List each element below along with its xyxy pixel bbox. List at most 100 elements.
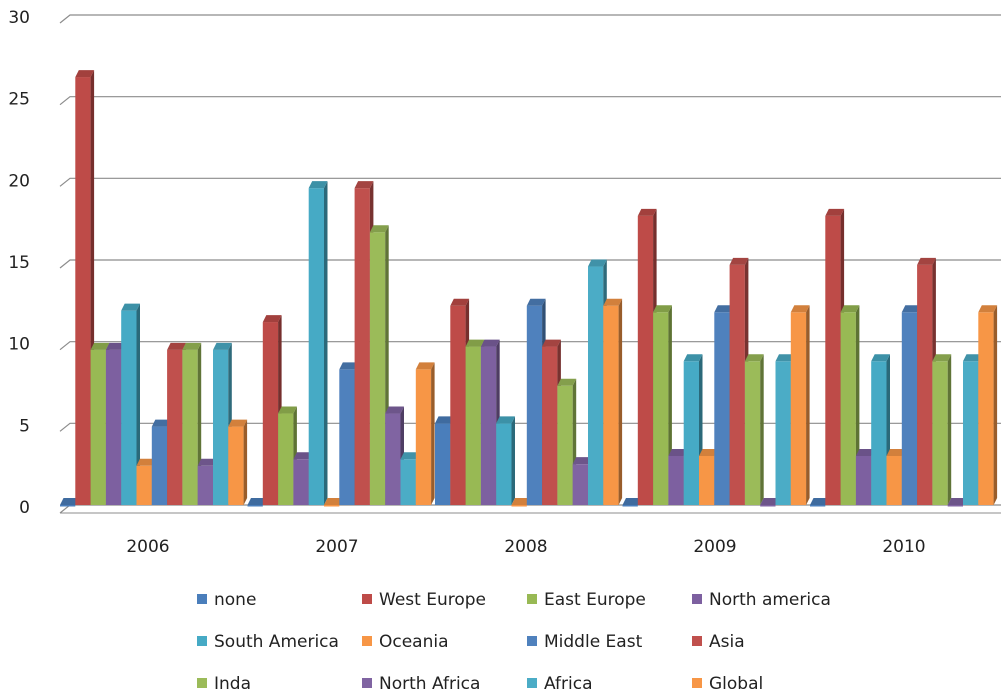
bar-front [247,505,263,507]
bar-front [105,349,122,505]
bar-front [775,361,791,505]
bar-front [151,426,168,505]
bar [825,208,845,505]
bar-front [932,361,948,505]
legend-label: Oceania [379,632,449,652]
bar-top [917,257,936,265]
bar-top [369,225,389,233]
legend-item: South America [197,632,339,652]
legend-swatch [692,594,702,604]
bar-front [917,264,933,505]
bar-front [825,215,841,505]
bar-front [385,413,401,505]
legend-label: East Europe [544,590,646,610]
x-category-label: 2006 [126,537,169,557]
bar-front [683,361,699,505]
gridline [59,96,1001,106]
bar-front [963,361,979,505]
legend-swatch [527,594,537,604]
bar-top [810,498,829,505]
bar-front [182,349,198,505]
bar [932,354,952,505]
x-category-label: 2007 [315,537,358,557]
y-tick-label: 10 [8,335,30,355]
bar-front [557,385,573,505]
bar [978,305,998,505]
bar-top [480,339,500,347]
legend-swatch [197,594,207,604]
bar-side [431,362,435,505]
bar-front [213,349,229,505]
gridline [59,177,1001,187]
bar-top [197,458,217,466]
bar-top [511,498,531,505]
bar-front [714,312,730,505]
bar-front [278,413,294,505]
legend-swatch [197,636,207,646]
bar-top [247,498,267,505]
bar [729,257,749,505]
bar-front [542,346,558,505]
bar-front [603,305,619,505]
y-tick-label: 20 [8,171,30,191]
bar-top [744,354,764,362]
bar [622,498,642,507]
bar-side [324,181,328,505]
bar-top [385,406,404,414]
bar-front [588,266,604,505]
bar [496,416,515,505]
bar-front [465,346,481,505]
bar-front [90,349,106,505]
bar-top [932,354,952,362]
legend-swatch [692,678,702,688]
bar-top [572,457,592,465]
bar-top [435,416,454,424]
bar [947,498,967,507]
legend-swatch [362,594,372,604]
bar-top [683,354,703,362]
x-category-label: 2010 [882,537,925,557]
bar-side [136,303,140,505]
legend-item: East Europe [527,590,646,610]
bar-top [825,208,845,216]
bar-front [855,456,872,505]
bar-front [840,312,856,505]
bar-side [511,416,515,505]
bar-front [308,188,324,505]
bar-front [637,215,654,505]
bar-top [790,305,810,313]
y-axis-ticks: 0 5 10 15 20 25 30 [8,8,30,518]
bar-front [167,349,183,505]
gridline [59,259,1001,269]
bar-top [136,458,156,466]
bar-top [622,498,642,505]
bars [60,70,998,507]
legend-item: Inda [197,674,251,694]
bar-side [243,419,248,505]
bar-top [699,449,718,456]
bar [810,498,829,507]
bar-top [151,419,171,427]
y-tick-label: 5 [19,416,30,436]
bar-top [496,416,515,424]
bar-front [136,465,152,505]
bar-front [622,505,638,507]
legend-item: North Africa [362,674,480,694]
bar-side [947,354,952,505]
legend-label: Middle East [544,632,643,652]
bar-top [182,342,202,350]
y-tick-label: 30 [8,8,30,28]
bar-top [526,298,546,306]
bar-front [947,505,963,507]
bar-side [618,298,623,505]
bar-top [978,305,998,313]
bar-top [637,208,657,216]
y-tick-label: 25 [8,90,30,110]
bar [228,419,248,505]
bar-top [775,354,795,362]
bar-front [653,312,669,505]
bar-top [90,342,110,350]
bar [415,362,435,505]
bar [511,498,531,507]
